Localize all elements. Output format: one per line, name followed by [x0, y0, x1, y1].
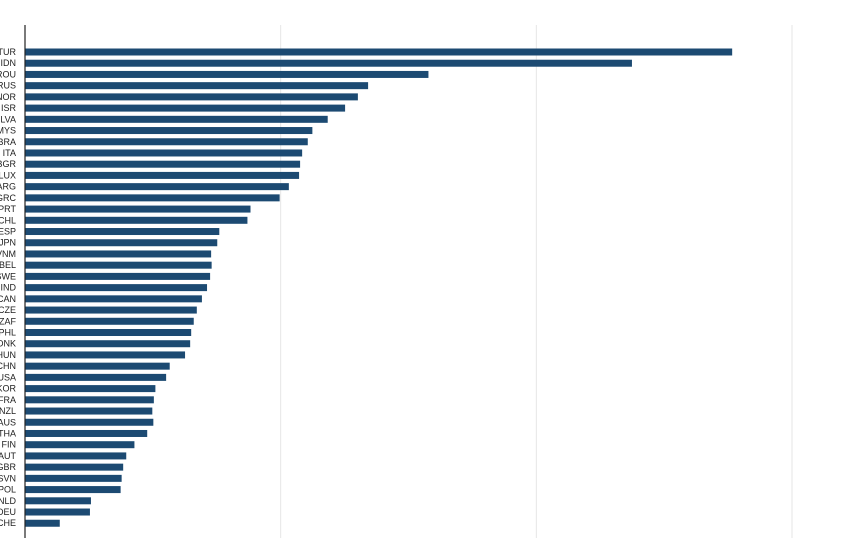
bar-prt [25, 205, 251, 213]
bar-bel [25, 261, 212, 269]
bar-deu [25, 508, 90, 516]
category-label-rus: RUS [0, 81, 16, 91]
category-labels: TURIDNROURUSNORISRLVAMYSBRAITABGRLUXARGG… [0, 47, 17, 528]
bar-rus [25, 82, 369, 90]
bar-nor [25, 93, 358, 101]
category-label-bra: BRA [0, 137, 16, 147]
bar-swe [25, 272, 211, 280]
category-label-dnk: DNK [0, 339, 16, 349]
category-label-nor: NOR [0, 92, 17, 102]
category-label-che: CHE [0, 518, 16, 528]
bar-chl [25, 216, 248, 224]
category-label-phl: PHL [0, 328, 16, 338]
category-label-lux: LUX [0, 170, 16, 180]
bar-pol [25, 486, 121, 494]
category-label-vnm: VNM [0, 249, 16, 259]
bar-grc [25, 194, 280, 202]
category-label-swe: SWE [0, 271, 16, 281]
bar-arg [25, 183, 289, 191]
bar-hun [25, 351, 186, 359]
bar-aus [25, 418, 154, 426]
category-label-deu: DEU [0, 507, 16, 517]
category-label-lva: LVA [0, 114, 16, 124]
category-label-ita: ITA [3, 148, 16, 158]
grid-layer [280, 25, 793, 538]
category-label-usa: USA [0, 372, 16, 382]
bar-gbr [25, 463, 124, 471]
bar-tur [25, 48, 733, 56]
category-label-pol: POL [0, 485, 16, 495]
bar-ind [25, 284, 208, 292]
category-label-hun: HUN [0, 350, 16, 360]
category-label-chn: CHN [0, 361, 16, 371]
bar-svn [25, 474, 122, 482]
category-label-mys: MYS [0, 126, 16, 136]
bar-ita [25, 149, 303, 157]
bar-zaf [25, 317, 194, 325]
bar-layer [25, 48, 733, 527]
category-label-svn: SVN [0, 473, 16, 483]
bar-usa [25, 373, 167, 381]
category-label-bgr: BGR [0, 159, 16, 169]
bar-vnm [25, 250, 212, 258]
category-label-tha: THA [0, 428, 16, 438]
category-label-esp: ESP [0, 227, 16, 237]
bar-fin [25, 441, 135, 449]
bar-cze [25, 306, 197, 314]
bar-lux [25, 171, 300, 179]
bar-nld [25, 497, 91, 505]
bar-phl [25, 329, 192, 336]
category-label-prt: PRT [0, 204, 16, 214]
bar-nzl [25, 407, 153, 415]
category-label-ind: IND [1, 283, 17, 293]
category-label-zaf: ZAF [0, 316, 17, 326]
category-label-kor: KOR [0, 384, 16, 394]
bar-rou [25, 70, 429, 78]
bar-esp [25, 228, 220, 236]
bar-lva [25, 115, 328, 123]
bar-fra [25, 396, 154, 404]
bar-mys [25, 127, 313, 135]
category-label-rou: ROU [0, 69, 16, 79]
bar-can [25, 295, 202, 303]
category-label-chl: CHL [0, 215, 16, 225]
category-label-bel: BEL [0, 260, 16, 270]
category-label-gbr: GBR [0, 462, 16, 472]
bar-che [25, 519, 60, 527]
bar-chn [25, 362, 170, 370]
category-label-tur: TUR [0, 47, 16, 57]
category-label-aut: AUT [0, 451, 17, 461]
bar-bra [25, 138, 308, 146]
category-label-grc: GRC [0, 193, 17, 203]
category-label-nzl: NZL [0, 406, 16, 416]
bar-isr [25, 104, 346, 112]
category-label-can: CAN [0, 294, 16, 304]
bar-kor [25, 385, 156, 393]
bar-jpn [25, 239, 218, 247]
category-label-fin: FIN [2, 440, 17, 450]
category-label-idn: IDN [1, 58, 17, 68]
category-label-jpn: JPN [0, 238, 16, 248]
category-label-nld: NLD [0, 496, 16, 506]
bar-bgr [25, 160, 301, 168]
bar-dnk [25, 340, 191, 348]
bar-aut [25, 452, 127, 460]
category-label-isr: ISR [1, 103, 17, 113]
category-label-fra: FRA [0, 395, 16, 405]
category-label-aus: AUS [0, 417, 16, 427]
bar-tha [25, 429, 148, 437]
category-label-arg: ARG [0, 182, 16, 192]
category-label-cze: CZE [0, 305, 16, 315]
bar-idn [25, 59, 632, 67]
